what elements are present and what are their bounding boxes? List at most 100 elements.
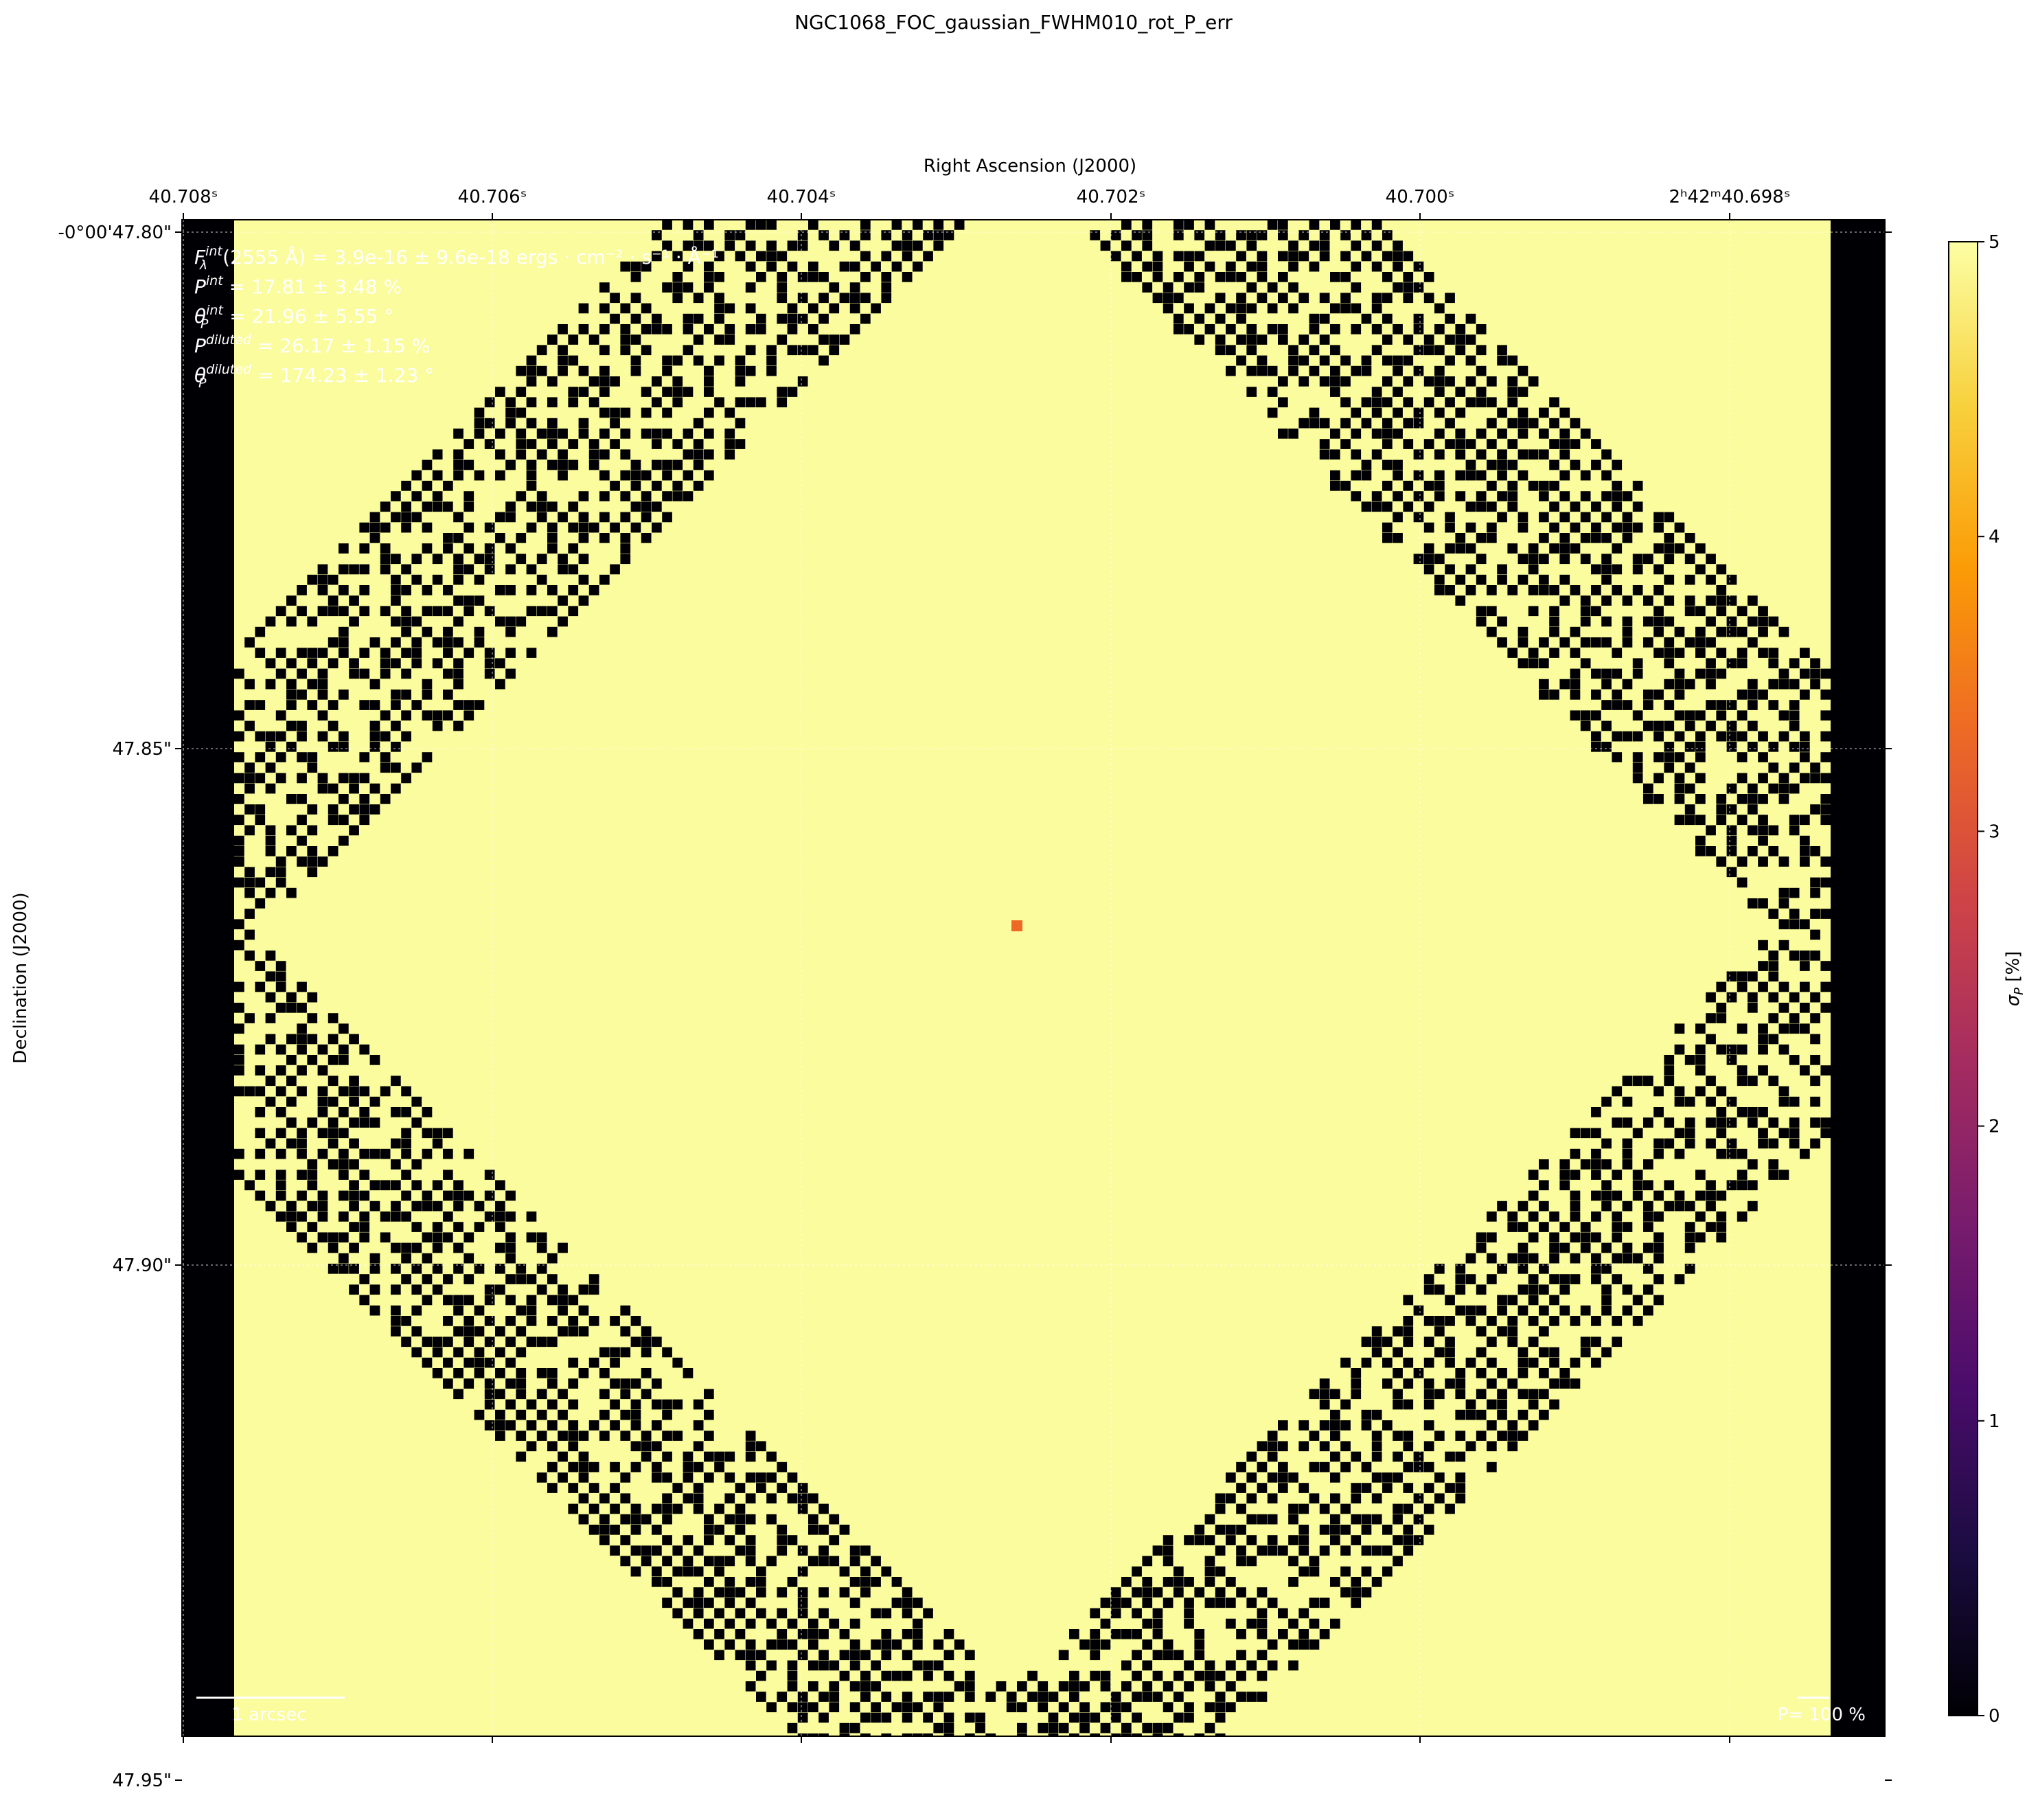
masked-pixel — [443, 501, 453, 512]
masked-pixel — [724, 407, 735, 418]
masked-pixel — [652, 1336, 662, 1347]
masked-pixel — [1393, 1399, 1403, 1410]
masked-pixel — [1716, 1044, 1727, 1055]
masked-pixel — [1549, 1295, 1559, 1306]
masked-pixel — [860, 293, 871, 304]
masked-pixel — [766, 355, 777, 366]
masked-pixel — [1601, 1284, 1612, 1295]
masked-pixel — [620, 1378, 631, 1389]
masked-pixel — [1413, 365, 1424, 376]
masked-pixel — [339, 1128, 349, 1139]
masked-pixel — [1559, 637, 1570, 648]
masked-pixel — [1330, 449, 1340, 460]
masked-pixel — [630, 1514, 641, 1525]
masked-pixel — [620, 1535, 631, 1545]
masked-pixel — [1539, 1201, 1549, 1212]
masked-pixel — [1716, 648, 1727, 658]
masked-pixel — [1142, 1587, 1153, 1597]
masked-pixel — [630, 481, 641, 491]
masked-pixel — [818, 334, 829, 345]
masked-pixel — [1684, 804, 1695, 815]
masked-pixel — [547, 1461, 558, 1472]
masked-pixel — [1539, 1264, 1549, 1274]
masked-pixel — [1048, 1733, 1059, 1736]
masked-pixel — [1653, 731, 1664, 742]
masked-pixel — [526, 397, 537, 408]
masked-pixel — [432, 1222, 443, 1232]
masked-pixel — [1706, 1201, 1716, 1212]
masked-pixel — [1528, 376, 1539, 387]
masked-pixel — [1653, 720, 1664, 731]
masked-pixel — [943, 1670, 954, 1681]
masked-pixel — [328, 846, 339, 856]
masked-pixel — [359, 1148, 370, 1159]
masked-pixel — [1716, 804, 1727, 815]
masked-pixel — [391, 783, 401, 794]
masked-pixel — [391, 762, 401, 773]
masked-pixel — [849, 1639, 860, 1650]
masked-pixel — [1653, 1232, 1664, 1243]
masked-pixel — [1340, 481, 1351, 491]
masked-pixel — [1789, 815, 1800, 826]
masked-pixel — [1142, 1660, 1153, 1671]
masked-pixel — [526, 564, 537, 575]
masked-pixel — [672, 1483, 683, 1493]
masked-pixel — [401, 690, 411, 700]
masked-pixel — [1549, 481, 1559, 491]
masked-pixel — [244, 867, 255, 878]
masked-pixel — [1267, 387, 1278, 397]
masked-pixel — [933, 230, 944, 240]
masked-pixel — [463, 543, 474, 554]
masked-pixel — [1664, 543, 1675, 554]
masked-pixel — [1173, 324, 1184, 334]
masked-pixel — [1528, 1336, 1539, 1347]
masked-pixel — [1528, 1389, 1539, 1400]
masked-pixel — [1768, 648, 1779, 658]
masked-pixel — [1768, 961, 1779, 971]
masked-pixel — [1340, 1357, 1351, 1368]
masked-pixel — [1403, 1378, 1414, 1389]
masked-pixel — [1778, 773, 1789, 784]
masked-pixel — [484, 1316, 495, 1326]
masked-pixel — [1121, 261, 1132, 272]
masked-pixel — [339, 1232, 349, 1243]
masked-pixel — [1319, 1441, 1330, 1452]
masked-pixel — [1591, 637, 1601, 648]
masked-pixel — [1737, 856, 1748, 867]
masked-pixel — [1768, 992, 1779, 1003]
masked-pixel — [1737, 815, 1748, 826]
masked-pixel — [599, 491, 610, 501]
masked-pixel — [1361, 1587, 1372, 1597]
masked-pixel — [1497, 1389, 1507, 1400]
masked-pixel — [1518, 1347, 1528, 1358]
masked-pixel — [1612, 1253, 1623, 1264]
masked-pixel — [818, 1629, 829, 1639]
masked-pixel — [1298, 1420, 1309, 1431]
masked-pixel — [1184, 261, 1194, 272]
masked-pixel — [860, 1733, 871, 1736]
masked-pixel — [1226, 1577, 1236, 1587]
masked-pixel — [1716, 1013, 1727, 1023]
masked-pixel — [536, 1284, 547, 1295]
masked-pixel — [328, 1138, 339, 1149]
masked-pixel — [704, 1535, 714, 1545]
masked-pixel — [787, 1722, 798, 1733]
masked-pixel — [630, 1336, 641, 1347]
masked-pixel — [1184, 1702, 1194, 1713]
masked-pixel — [1226, 1597, 1236, 1608]
masked-pixel — [1215, 1587, 1226, 1597]
masked-pixel — [881, 272, 892, 282]
masked-pixel — [652, 1503, 662, 1514]
masked-pixel — [1528, 449, 1539, 460]
masked-pixel — [1226, 1525, 1236, 1535]
masked-pixel — [902, 1670, 913, 1681]
masked-pixel — [1653, 1138, 1664, 1149]
masked-pixel — [1226, 1702, 1236, 1713]
masked-pixel — [1455, 1378, 1466, 1389]
masked-pixel — [630, 470, 641, 481]
masked-pixel — [1393, 261, 1403, 272]
masked-pixel — [422, 1232, 433, 1243]
masked-pixel — [1507, 1253, 1518, 1264]
masked-pixel — [1278, 324, 1288, 334]
masked-pixel — [1706, 1076, 1716, 1087]
